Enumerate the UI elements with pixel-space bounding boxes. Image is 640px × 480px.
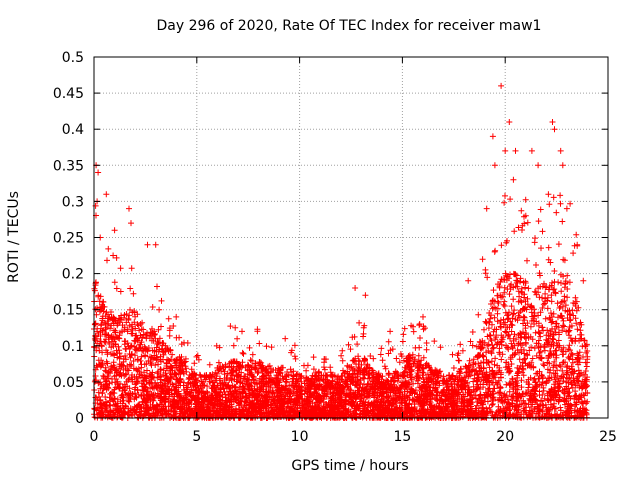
y-tick-label: 0.45	[53, 86, 84, 102]
x-tick-label: 20	[496, 429, 514, 445]
x-tick-label: 10	[291, 429, 309, 445]
y-tick-label: 0.4	[62, 122, 84, 138]
scatter-markers	[91, 82, 591, 421]
y-axis-label: ROTI / TECUs	[6, 191, 22, 283]
x-tick-label: 5	[192, 429, 201, 445]
y-tick-label: 0	[75, 411, 84, 427]
y-tick-label: 0.35	[53, 158, 84, 174]
chart-title: Day 296 of 2020, Rate Of TEC Index for r…	[157, 18, 542, 34]
y-tick-label: 0.1	[62, 339, 84, 355]
y-tick-label: 0.3	[62, 194, 84, 210]
x-tick-label: 15	[393, 429, 411, 445]
x-tick-label: 0	[90, 429, 99, 445]
data-points	[91, 82, 591, 421]
y-tick-label: 0.2	[62, 267, 84, 283]
y-tick-label: 0.15	[53, 303, 84, 319]
y-tick-label: 0.05	[53, 375, 84, 391]
y-tick-label: 0.5	[62, 50, 84, 66]
axis-ticks: 0 5 10 15 20 25 0 0.05 0.1 0.15 0.2 0.25 0.3 0.35 0.4 0…	[53, 50, 617, 445]
x-axis-label: GPS time / hours	[291, 458, 408, 474]
x-tick-label: 25	[599, 429, 617, 445]
y-tick-label: 0.25	[53, 231, 84, 247]
